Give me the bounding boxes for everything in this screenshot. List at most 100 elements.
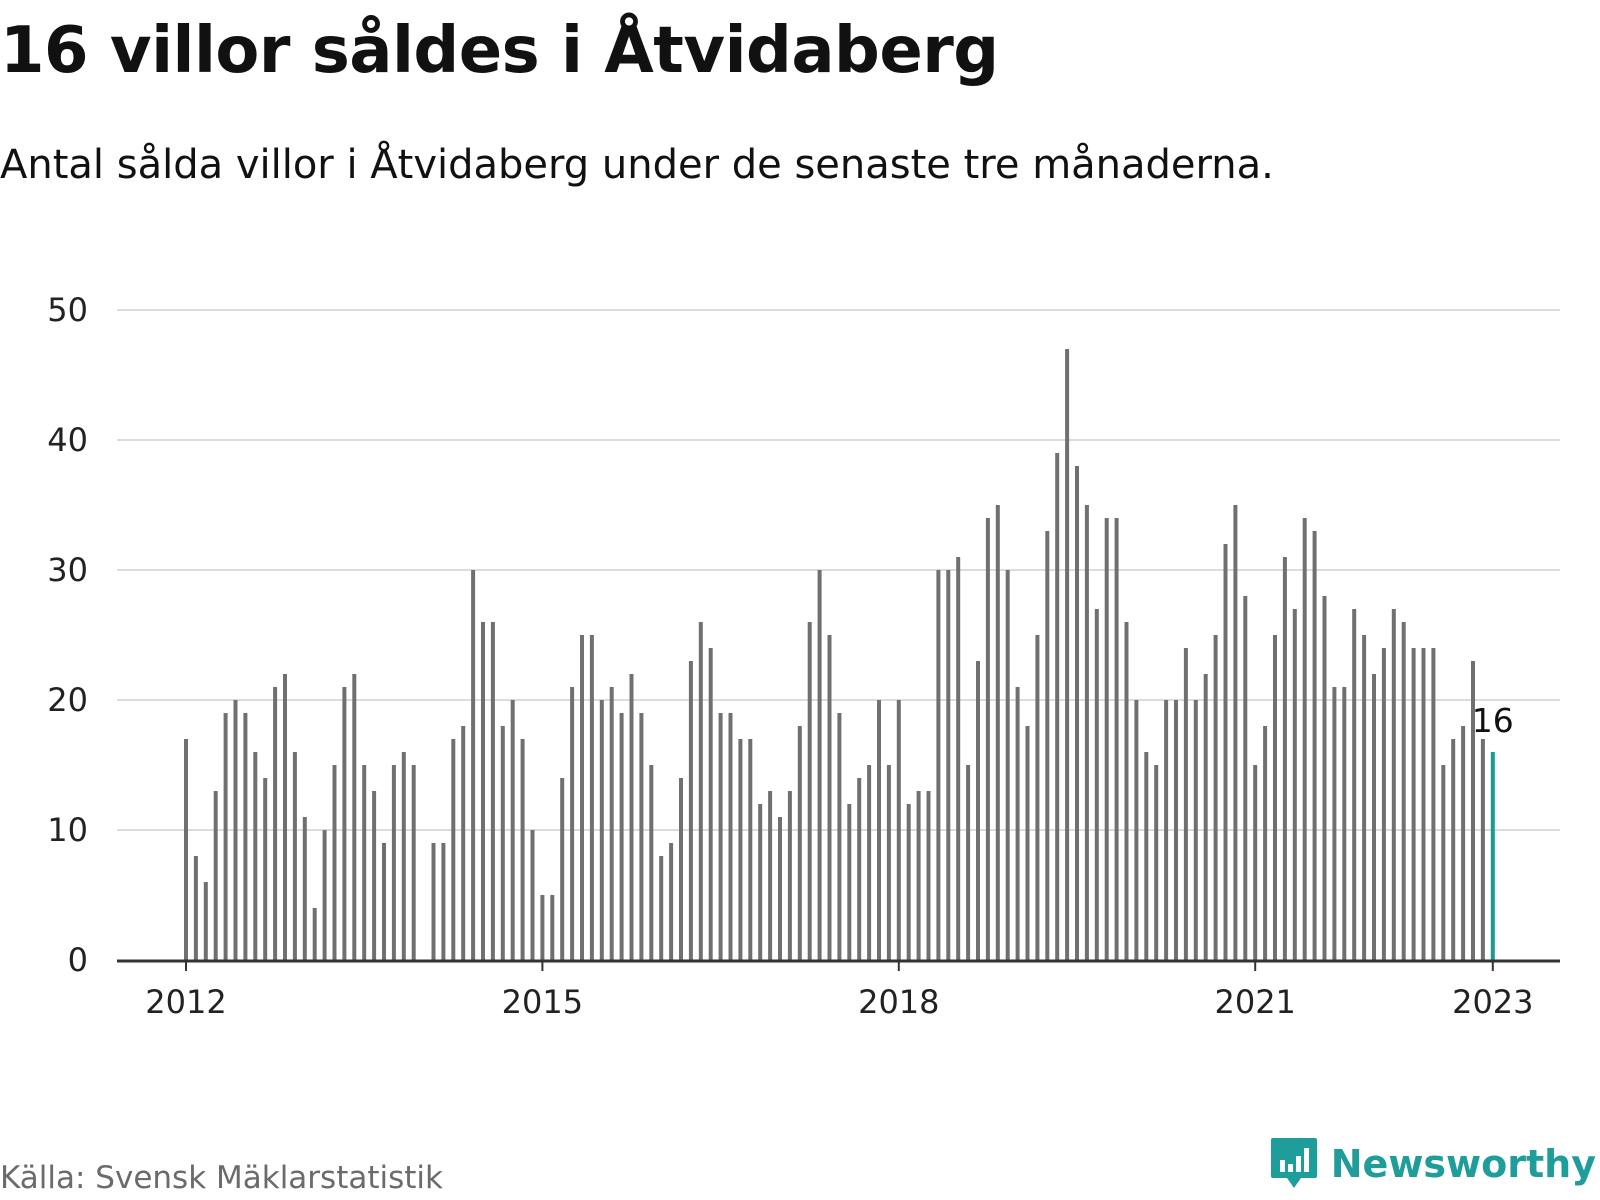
- bar: [1025, 726, 1030, 960]
- bar: [302, 817, 307, 960]
- bar: [589, 635, 594, 960]
- bar: [1223, 544, 1228, 960]
- bar: [688, 661, 693, 960]
- bar: [1372, 674, 1376, 960]
- x-axis-ticks: 2012 2015 2018 2021 2023: [145, 961, 1534, 1021]
- bar: [1203, 674, 1208, 960]
- bar: [1134, 700, 1139, 960]
- bar: [510, 700, 515, 960]
- bar: [837, 713, 842, 960]
- x-tick-label: 2023: [1452, 983, 1533, 1021]
- bar: [778, 817, 782, 960]
- bar: [1104, 518, 1109, 960]
- bar: [807, 622, 812, 960]
- bar: [1362, 635, 1367, 960]
- bar: [1065, 349, 1070, 960]
- bar: [609, 687, 614, 960]
- bar: [1084, 505, 1089, 960]
- bar: [540, 895, 545, 960]
- bar: [995, 505, 1000, 960]
- bar: [857, 778, 862, 960]
- bar: [372, 791, 377, 960]
- bar: [728, 713, 733, 960]
- bar: [292, 752, 297, 960]
- bar-latest: [1490, 752, 1495, 960]
- bar: [441, 843, 446, 960]
- bar: [223, 713, 228, 960]
- bar: [827, 635, 832, 960]
- y-tick-label: 30: [47, 551, 88, 589]
- bar: [263, 778, 268, 960]
- bar: [1381, 648, 1386, 960]
- bar: [1124, 622, 1129, 960]
- bar: [1461, 726, 1466, 960]
- bar: [1253, 765, 1258, 960]
- bar: [1273, 635, 1277, 960]
- bar: [1332, 687, 1337, 960]
- bar: [708, 648, 713, 960]
- bar: [718, 713, 723, 960]
- bar: [738, 739, 743, 960]
- bar-chart: 0 10 20 30 40 50 2012 2015 2018 2021 2023 16: [47, 291, 1560, 1021]
- bar: [659, 856, 664, 960]
- bar: [1164, 700, 1169, 960]
- bar: [1263, 726, 1268, 960]
- bar: [1391, 609, 1396, 960]
- bar: [1144, 752, 1149, 960]
- bar: [1421, 648, 1426, 960]
- bar: [391, 765, 396, 960]
- bar: [619, 713, 624, 960]
- brand-logo[interactable]: Newsworthy: [1269, 1136, 1596, 1192]
- y-tick-label: 0: [68, 941, 88, 979]
- bar: [312, 908, 317, 960]
- bar: [560, 778, 565, 960]
- bar: [490, 622, 495, 960]
- bar: [649, 765, 654, 960]
- bar: [401, 752, 406, 960]
- bar: [1035, 635, 1040, 960]
- bar: [471, 570, 476, 960]
- bar: [1015, 687, 1020, 960]
- x-tick-label: 2021: [1214, 983, 1295, 1021]
- bar: [847, 804, 852, 960]
- bar: [233, 700, 238, 960]
- bar-chart-icon: [1270, 1138, 1317, 1188]
- bar: [193, 856, 198, 960]
- bar: [1213, 635, 1218, 960]
- bar: [1114, 518, 1119, 960]
- bar: [283, 674, 287, 960]
- bar: [946, 570, 951, 960]
- bar: [758, 804, 763, 960]
- y-tick-label: 40: [47, 421, 88, 459]
- bar: [1292, 609, 1297, 960]
- bar: [1183, 648, 1188, 960]
- bar: [1094, 609, 1099, 960]
- bar: [352, 674, 357, 960]
- bar: [896, 700, 901, 960]
- bar: [481, 622, 485, 960]
- bar: [936, 570, 941, 960]
- bar: [1075, 466, 1079, 960]
- bar: [787, 791, 792, 960]
- bar: [431, 843, 436, 960]
- bar: [1193, 700, 1198, 960]
- bar: [332, 765, 337, 960]
- bar: [570, 687, 575, 960]
- bar: [916, 791, 921, 960]
- bar: [1005, 570, 1010, 960]
- bar: [956, 557, 961, 960]
- bar: [1055, 453, 1060, 960]
- y-axis-tick-labels: 0 10 20 30 40 50: [47, 291, 88, 979]
- bar: [411, 765, 416, 960]
- bar: [1154, 765, 1159, 960]
- bar: [906, 804, 911, 960]
- bar: [1480, 739, 1485, 960]
- bar: [1431, 648, 1436, 960]
- bar: [1342, 687, 1347, 960]
- bar: [797, 726, 802, 960]
- bar: [580, 635, 584, 960]
- bar: [1282, 557, 1287, 960]
- source-note: Källa: Svensk Mäklarstatistik: [0, 1160, 443, 1196]
- x-tick-label: 2018: [858, 983, 939, 1021]
- bar: [886, 765, 891, 960]
